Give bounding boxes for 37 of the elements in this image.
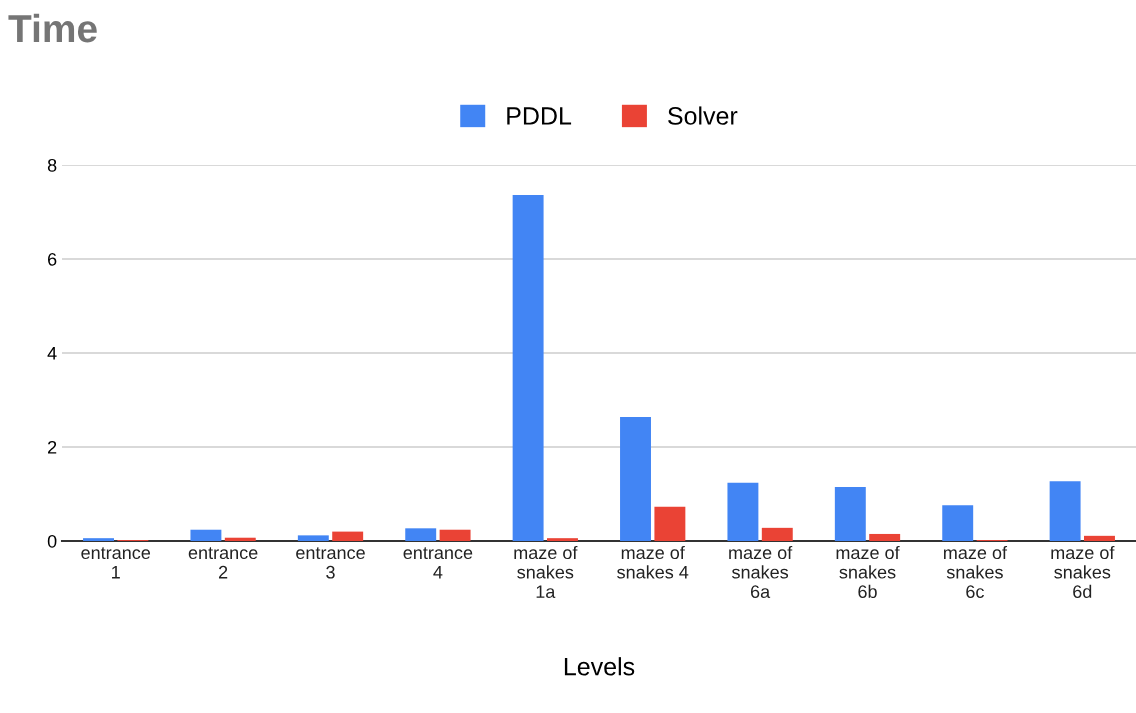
y-tick-label: 2 bbox=[48, 440, 57, 454]
x-tick-label: maze of snakes 4 bbox=[617, 545, 689, 579]
bar bbox=[834, 486, 866, 541]
bar bbox=[1049, 481, 1081, 541]
x-tick-label: maze of snakes 6d bbox=[1051, 545, 1115, 599]
bar bbox=[190, 529, 222, 541]
bar bbox=[332, 531, 364, 541]
x-tick-label: maze of snakes 6c bbox=[943, 545, 1008, 599]
bar bbox=[83, 538, 114, 541]
y-tick-label: 0 bbox=[47, 534, 57, 548]
bar bbox=[405, 528, 437, 541]
legend-label: PDDL bbox=[507, 107, 572, 125]
legend-label: Solver bbox=[668, 106, 738, 125]
bar bbox=[1084, 535, 1115, 541]
y-tick-label: 4 bbox=[47, 347, 57, 360]
x-axis-title: Levels bbox=[564, 657, 635, 676]
bar bbox=[547, 538, 578, 541]
bar bbox=[942, 505, 974, 541]
bar bbox=[761, 527, 793, 541]
x-tick-label: entrance 3 bbox=[296, 547, 365, 579]
x-tick-label: maze of snakes 1a bbox=[514, 545, 578, 599]
bar bbox=[654, 506, 686, 541]
y-tick-label: 6 bbox=[48, 252, 57, 266]
x-tick-label: maze of snakes 6a bbox=[729, 545, 793, 599]
bar bbox=[224, 537, 256, 541]
bar bbox=[620, 416, 651, 541]
x-tick-label: entrance 4 bbox=[403, 547, 473, 579]
x-tick-label: entrance 2 bbox=[188, 547, 258, 579]
x-tick-label: maze of snakes 6b bbox=[836, 545, 900, 599]
x-tick-label: entrance 1 bbox=[81, 547, 151, 579]
bar bbox=[727, 482, 759, 541]
bar bbox=[439, 529, 471, 541]
bar bbox=[869, 533, 901, 541]
y-tick-label: 8 bbox=[47, 158, 57, 172]
bar bbox=[297, 535, 329, 541]
chart-title: Time bbox=[8, 13, 97, 43]
bar bbox=[512, 195, 544, 541]
